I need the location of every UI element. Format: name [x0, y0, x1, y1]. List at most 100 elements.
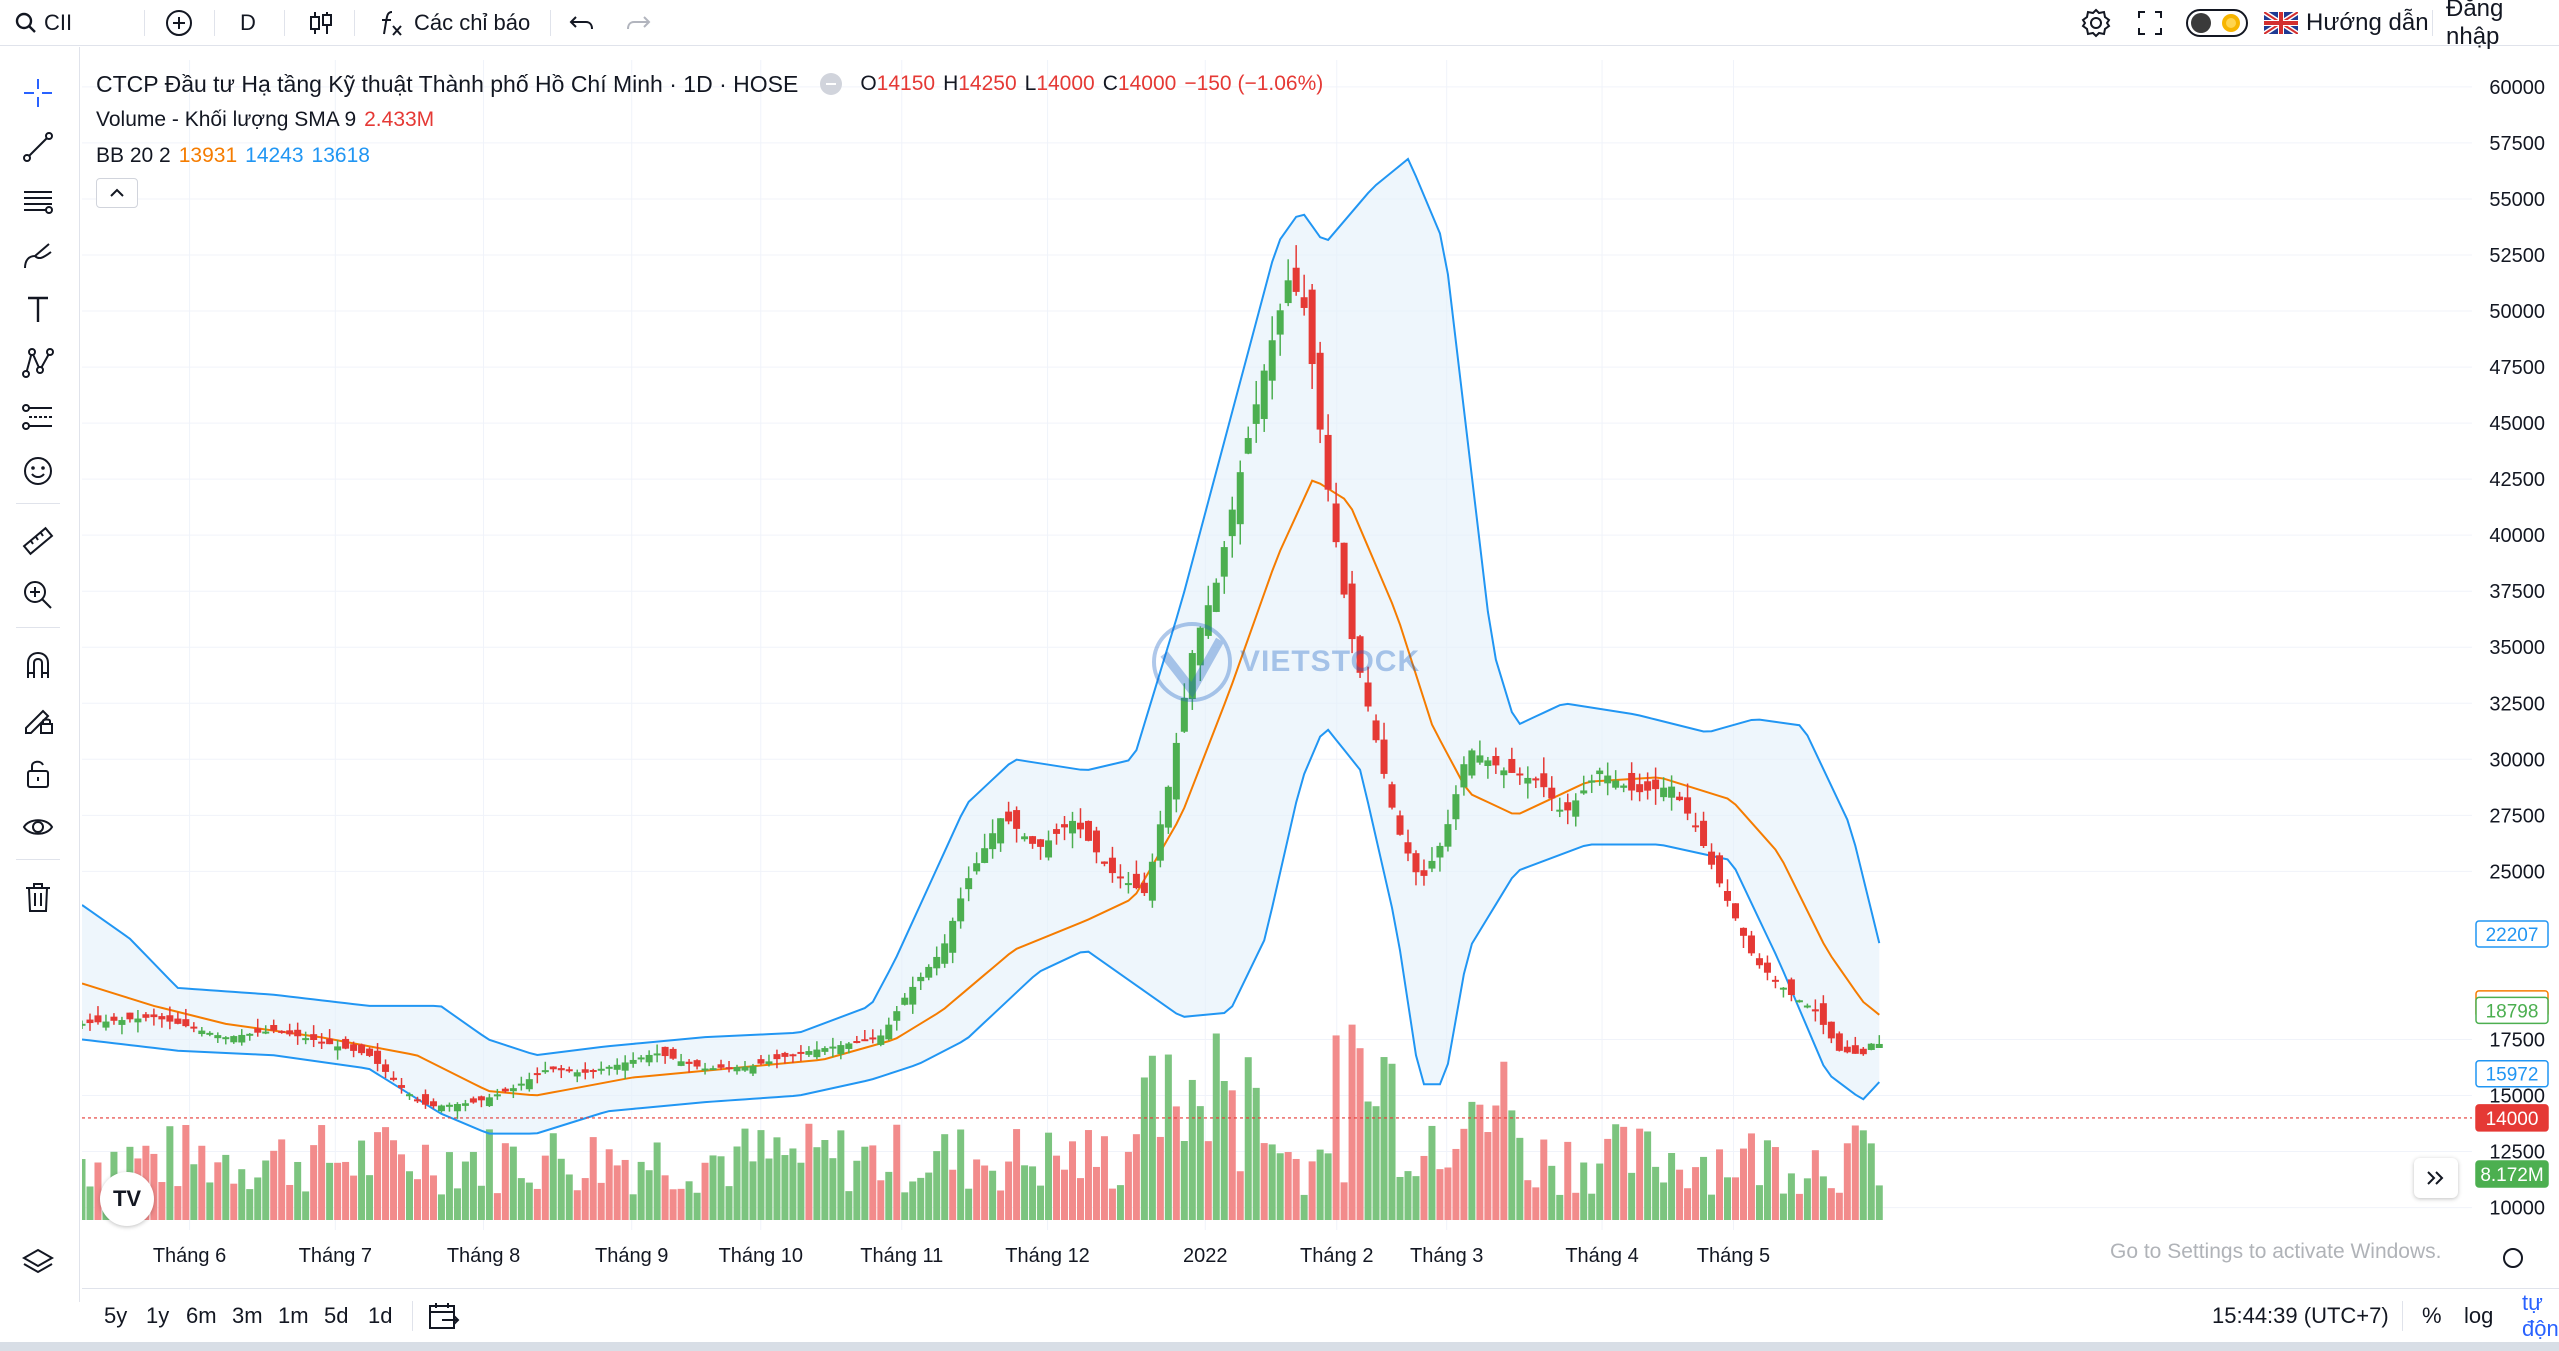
bb-band-fill: [82, 158, 1880, 1134]
volume-bar: [1308, 1161, 1316, 1220]
interval-button[interactable]: D: [240, 0, 256, 46]
tradingview-logo[interactable]: TV: [100, 1172, 154, 1226]
range-6m[interactable]: 6m: [186, 1289, 217, 1343]
auto-scale-toggle[interactable]: tự động: [2522, 1289, 2559, 1343]
symbol-search[interactable]: CII: [14, 0, 72, 46]
price-chart[interactable]: 60000 57500 55000 52500 50000 47500 45000 42500…: [82, 60, 2559, 1288]
volume-bar: [1260, 1143, 1268, 1220]
range-5d[interactable]: 5d: [324, 1289, 348, 1343]
candle-body: [1069, 820, 1077, 834]
candle-body: [877, 1035, 885, 1045]
login-button[interactable]: Đăng nhập: [2446, 0, 2559, 50]
candle-body: [1132, 873, 1140, 889]
time-tick-label: Tháng 10: [719, 1245, 804, 1267]
volume-bar: [1005, 1161, 1013, 1220]
text-tool[interactable]: [16, 287, 60, 331]
time-tick-label: Tháng 5: [1697, 1245, 1770, 1267]
candle-body: [246, 1033, 254, 1036]
candle-body: [182, 1019, 190, 1027]
scroll-to-realtime-button[interactable]: [2414, 1158, 2458, 1198]
theme-toggle[interactable]: [2186, 0, 2248, 46]
indicators-button[interactable]: Các chỉ báo: [376, 0, 530, 46]
candle-body: [214, 1035, 222, 1039]
visibility-tool[interactable]: [16, 805, 60, 849]
brush-tool[interactable]: [16, 233, 60, 277]
prediction-tool[interactable]: [16, 395, 60, 439]
fullscreen-button[interactable]: [2136, 0, 2164, 46]
crosshair-tool[interactable]: [16, 71, 60, 115]
volume-bar: [989, 1170, 997, 1220]
candles-icon: [310, 12, 332, 34]
redo-icon: [627, 16, 651, 30]
volume-bar: [1388, 1063, 1396, 1220]
legend-bb-row[interactable]: BB 20 2 13931 14243 13618: [96, 138, 1331, 174]
compare-button[interactable]: [164, 0, 194, 46]
legend-volume-row[interactable]: Volume - Khối lượng SMA 9 2.433M: [96, 102, 1331, 138]
lock-tool[interactable]: [16, 751, 60, 795]
volume-bar: [1556, 1194, 1564, 1220]
stay-drawing-tool[interactable]: [16, 697, 60, 741]
goto-date-button[interactable]: [428, 1289, 460, 1343]
log-scale-toggle[interactable]: log: [2464, 1289, 2493, 1343]
measure-tool[interactable]: [16, 519, 60, 563]
legend-collapse-button[interactable]: [96, 178, 138, 208]
chart-pane[interactable]: 60000 57500 55000 52500 50000 47500 45000 42500…: [82, 60, 2549, 1268]
prediction-icon: [22, 404, 52, 430]
volume-bar: [350, 1175, 358, 1220]
volume-bar: [1684, 1188, 1692, 1220]
price-badge-label: 14000: [2486, 1109, 2539, 1130]
candle-body: [326, 1038, 334, 1045]
icon-tool[interactable]: [16, 449, 60, 493]
range-1y[interactable]: 1y: [146, 1289, 169, 1343]
object-tree-tool[interactable]: [16, 1241, 60, 1285]
pattern-tool[interactable]: [16, 341, 60, 385]
volume-bar: [717, 1156, 725, 1220]
candle-body: [821, 1048, 829, 1052]
range-1m[interactable]: 1m: [278, 1289, 309, 1343]
candle-body: [1524, 777, 1532, 784]
settings-button[interactable]: [2080, 0, 2112, 46]
volume-bar: [757, 1130, 765, 1220]
volume-bar: [1348, 1024, 1356, 1220]
trend-line-tool[interactable]: [16, 125, 60, 169]
undo-button[interactable]: [568, 0, 596, 46]
volume-bar: [1340, 1182, 1348, 1220]
bb-lower-line: [82, 728, 1881, 1135]
volume-bar: [1540, 1139, 1548, 1220]
windows-activation-notice: Go to Settings to activate Windows.: [2110, 1240, 2442, 1263]
range-3m[interactable]: 3m: [232, 1289, 263, 1343]
clock[interactable]: 15:44:39 (UTC+7): [2212, 1289, 2389, 1343]
tradingview-logo-text: TV: [112, 1186, 142, 1211]
volume-bar: [190, 1164, 198, 1220]
range-5y[interactable]: 5y: [104, 1289, 127, 1343]
magnet-tool[interactable]: [16, 643, 60, 687]
candle-body: [933, 956, 941, 969]
chevron-up-icon: [110, 188, 124, 197]
price-tick-label: 35000: [2489, 637, 2545, 659]
volume-bar: [1524, 1180, 1532, 1220]
volume-bar: [214, 1162, 222, 1220]
range-1d[interactable]: 1d: [368, 1289, 392, 1343]
candle-body: [1835, 1033, 1843, 1051]
chart-type-button[interactable]: [306, 0, 336, 46]
divider: [16, 627, 60, 628]
candle-body: [1739, 927, 1747, 936]
price-tick-label: 27500: [2489, 805, 2545, 827]
remove-drawings-tool[interactable]: [16, 875, 60, 919]
volume-bar: [821, 1140, 829, 1220]
legend-dot[interactable]: [820, 73, 843, 95]
guide-link[interactable]: Hướng dẫn: [2264, 0, 2429, 46]
redo-button[interactable]: [624, 0, 652, 46]
candle-body: [1755, 958, 1763, 966]
volume-bar: [1412, 1176, 1420, 1220]
volume-bar: [1069, 1141, 1077, 1220]
fib-tool[interactable]: [16, 179, 60, 223]
zoom-tool[interactable]: [16, 573, 60, 617]
volume-bar: [1236, 1171, 1244, 1220]
volume-bar: [366, 1175, 374, 1220]
volume-bar: [1508, 1110, 1516, 1220]
price-badge: [2475, 920, 2549, 948]
volume-bar: [342, 1161, 350, 1220]
candle-body: [437, 1105, 445, 1112]
percent-scale-toggle[interactable]: %: [2422, 1289, 2442, 1343]
